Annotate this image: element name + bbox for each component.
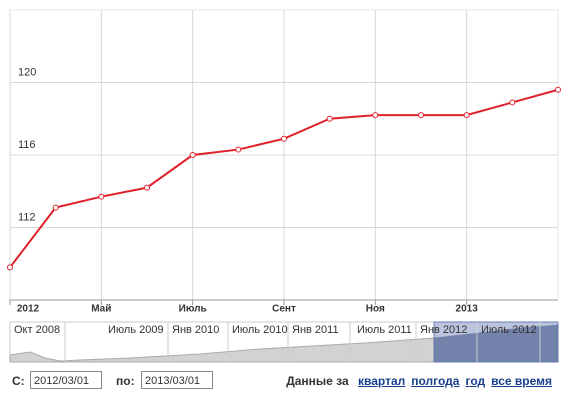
point bbox=[7, 264, 13, 271]
navigator-label: Июль 2012 bbox=[481, 324, 537, 336]
point bbox=[326, 115, 333, 122]
from-input[interactable]: 2012/03/01 bbox=[30, 371, 102, 389]
navigator-selected-area bbox=[434, 325, 558, 362]
navigator-label: Янв 2011 bbox=[292, 324, 339, 336]
x-tick-label: 2012 bbox=[17, 304, 40, 315]
point bbox=[98, 193, 105, 200]
to-input[interactable]: 2013/03/01 bbox=[141, 371, 213, 389]
point bbox=[555, 86, 561, 93]
point bbox=[189, 152, 196, 158]
navigator-label: Июль 2010 bbox=[232, 324, 288, 336]
x-tick-label: Ноя bbox=[366, 304, 385, 315]
navigator-label: Янв 2010 bbox=[172, 324, 219, 336]
chart: 112 116 120 2012 Май Июль Сент Ноя 2013 Окт 2008 И… bbox=[7, 9, 561, 363]
point bbox=[509, 99, 516, 106]
navigator-label: Июль 2009 bbox=[108, 324, 164, 336]
x-tick-label: Сент bbox=[272, 304, 296, 315]
y-tick-label: 116 bbox=[18, 139, 36, 151]
point bbox=[463, 112, 470, 119]
range-selector: Данные за квартал полгода год все время bbox=[286, 374, 552, 388]
navigator-label: Окт 2008 bbox=[14, 324, 60, 336]
navigator-label: Янв 2012 bbox=[420, 324, 467, 336]
range-link[interactable]: полгода bbox=[411, 374, 460, 388]
range-link[interactable]: год bbox=[465, 374, 486, 388]
point bbox=[281, 135, 287, 142]
point bbox=[235, 146, 242, 153]
to-label: по: bbox=[116, 374, 135, 388]
point bbox=[418, 112, 424, 119]
range-label: Данные за bbox=[286, 374, 349, 388]
from-label: С: bbox=[12, 374, 25, 388]
y-tick-label: 112 bbox=[18, 211, 36, 223]
y-tick-label: 120 bbox=[18, 66, 36, 78]
range-link[interactable]: квартал bbox=[358, 374, 406, 388]
x-tick-label: Июль bbox=[179, 304, 207, 315]
x-tick-label: 2013 bbox=[456, 304, 479, 315]
point bbox=[372, 112, 379, 119]
point bbox=[144, 184, 150, 191]
point bbox=[52, 204, 59, 211]
navigator-label: Июль 2011 bbox=[357, 324, 412, 336]
x-tick-label: Май bbox=[91, 304, 111, 315]
range-link[interactable]: все время bbox=[491, 374, 552, 388]
controls: С: 2012/03/01 по: 2013/03/01 Данные за к… bbox=[0, 370, 568, 394]
